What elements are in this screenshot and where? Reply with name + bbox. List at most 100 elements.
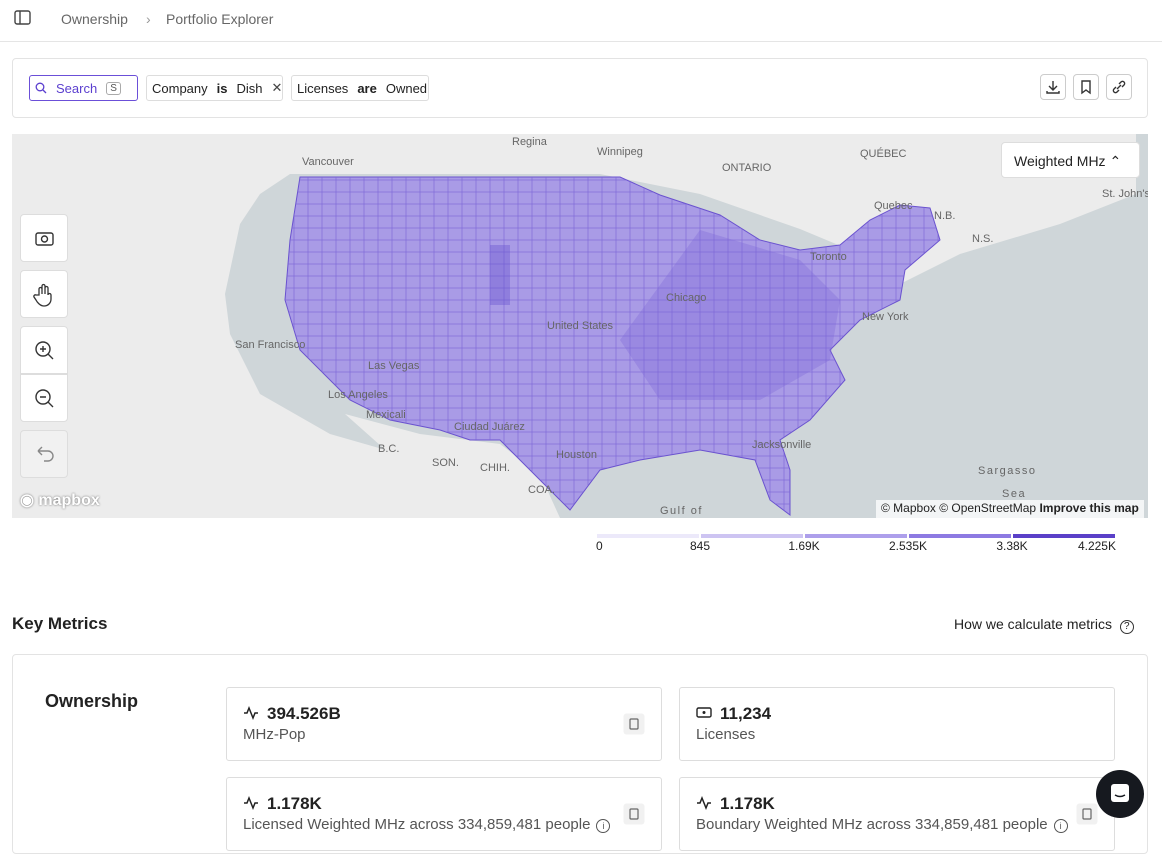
map-labels: Vancouver Regina Winnipeg ONTARIO QUÉBEC Queb… — [235, 136, 1148, 517]
filter-chip[interactable]: Company is Dish ✕ — [146, 75, 283, 101]
map-label: N.S. — [972, 233, 993, 245]
legend: 0 845 1.69K 2.535K 3.38K 4.225K — [595, 534, 1117, 553]
group-title: Ownership — [45, 691, 139, 711]
map-label: SON. — [432, 457, 459, 469]
map-label: Ciudad Juárez — [454, 421, 525, 433]
map-canvas — [12, 134, 1136, 518]
metric-label: Licenses — [696, 726, 755, 743]
map-label: N.B. — [934, 210, 955, 222]
map-label: Sargasso — [978, 465, 1036, 477]
filter-op: are — [357, 80, 377, 96]
metric-card: 1.178K Licensed Weighted MHz across 334,8… — [226, 777, 662, 851]
map-label: CHIH. — [480, 462, 510, 474]
attribution-link[interactable]: © Mapbox — [881, 501, 936, 515]
map-label: Quebec — [874, 200, 913, 212]
map[interactable]: Vancouver Regina Winnipeg ONTARIO QUÉBEC Queb… — [12, 134, 1148, 518]
metric-label-text: Boundary Weighted MHz across 334,859,481… — [696, 816, 1048, 833]
legend-label: 2.535K — [889, 539, 927, 553]
attribution-link[interactable]: Improve this map — [1039, 501, 1139, 515]
zoom-in[interactable] — [20, 326, 68, 374]
metric-label: Boundary Weighted MHz across 334,859,481… — [696, 816, 1068, 833]
shortcut: S — [106, 81, 121, 95]
map-label: Chicago — [666, 292, 706, 304]
metric-label-text: MHz-Pop — [243, 726, 306, 743]
legend-swatch — [597, 534, 699, 538]
top-bar: Ownership › Portfolio Explorer — [0, 0, 1162, 42]
metric-label-text: Licensed Weighted MHz across 334,859,481… — [243, 816, 591, 833]
zoom-out[interactable] — [20, 374, 68, 422]
info-icon[interactable]: i — [1053, 819, 1068, 833]
search-icon — [35, 82, 47, 94]
link-button[interactable] — [1106, 74, 1132, 100]
metric-label: Weighted MHz — [1014, 153, 1106, 169]
attribution: © Mapbox © OpenStreetMap Improve this ma… — [876, 500, 1144, 518]
copy-button[interactable] — [623, 803, 645, 825]
legend-label: 3.38K — [996, 539, 1027, 553]
legend-swatch — [701, 534, 803, 538]
metric-value: 1.178K — [720, 794, 775, 813]
chat-button[interactable] — [1096, 770, 1144, 818]
remove-filter[interactable]: ✕ — [271, 80, 283, 95]
map-label: QUÉBEC — [860, 147, 907, 160]
map-label: Gulf of — [660, 505, 703, 517]
filter-chip[interactable]: Licenses are Owned — [291, 75, 429, 101]
map-label: New York — [862, 311, 909, 323]
choropleth — [284, 176, 941, 516]
filter-bar — [12, 58, 1148, 118]
help-link[interactable]: How we calculate metrics ? — [954, 616, 1134, 634]
bookmark-button[interactable] — [1073, 74, 1099, 100]
sidebar-toggle[interactable] — [14, 10, 32, 26]
map-label: Toronto — [810, 251, 847, 263]
filter-value: Owned — [385, 80, 428, 96]
map-label: ONTARIO — [722, 162, 772, 174]
metric-icon — [244, 795, 258, 811]
help-text: How we calculate metrics — [954, 616, 1112, 632]
map-label: Winnipeg — [597, 146, 643, 158]
map-label: Las Vegas — [368, 360, 420, 372]
metric-selector[interactable]: Weighted MHz ⌃ — [1001, 142, 1140, 178]
attribution-link[interactable]: © OpenStreetMap — [939, 501, 1037, 515]
info-icon[interactable]: i — [596, 819, 611, 833]
map-label: COA. — [528, 484, 555, 496]
mapbox-logo: ◉ mapbox — [20, 492, 100, 509]
breadcrumb[interactable]: Portfolio Explorer — [166, 11, 274, 27]
map-label: Los Angeles — [328, 389, 388, 401]
map-label: Sea — [1002, 488, 1026, 500]
filter-field: Company — [152, 80, 208, 96]
logo-text: mapbox — [38, 492, 100, 509]
map-label: Houston — [556, 449, 597, 461]
metric-label: MHz-Pop — [243, 726, 306, 743]
map-label: Mexicali — [366, 409, 406, 421]
search-label: Search — [56, 80, 98, 96]
land — [12, 134, 1136, 518]
map-label: St. John's — [1102, 188, 1148, 200]
download-button[interactable] — [1040, 74, 1066, 100]
legend-swatch — [909, 534, 1011, 538]
section-title: Key Metrics — [12, 614, 108, 633]
legend-label: 845 — [690, 539, 710, 553]
filter-op: is — [216, 80, 228, 96]
metric-icon — [244, 705, 258, 721]
copy-button[interactable] — [623, 713, 645, 735]
map-label: Regina — [512, 136, 548, 148]
map-label: San Francisco — [235, 339, 305, 351]
filter-field: Licenses — [297, 80, 349, 96]
metric-label-text: Licenses — [696, 726, 756, 743]
metric-icon — [696, 707, 712, 718]
legend-label: 4.225K — [1078, 539, 1116, 553]
search-button[interactable]: Search S — [29, 75, 138, 101]
breadcrumb[interactable]: Ownership — [61, 11, 128, 27]
legend-label: 1.69K — [788, 539, 819, 553]
map-label: B.C. — [378, 443, 399, 455]
metric-card: 1.178K Boundary Weighted MHz across 334,8… — [679, 777, 1115, 851]
legend-label: 0 — [596, 539, 603, 553]
separator: › — [146, 11, 151, 27]
screenshot-button[interactable] — [20, 214, 68, 262]
copy-button[interactable] — [1076, 803, 1098, 825]
metric-card: 394.526B MHz-Pop — [226, 687, 662, 761]
pan-button[interactable] — [20, 270, 68, 318]
metric-value: 394.526B — [267, 704, 341, 723]
reset-button[interactable] — [20, 430, 68, 478]
legend-swatch — [805, 534, 907, 538]
